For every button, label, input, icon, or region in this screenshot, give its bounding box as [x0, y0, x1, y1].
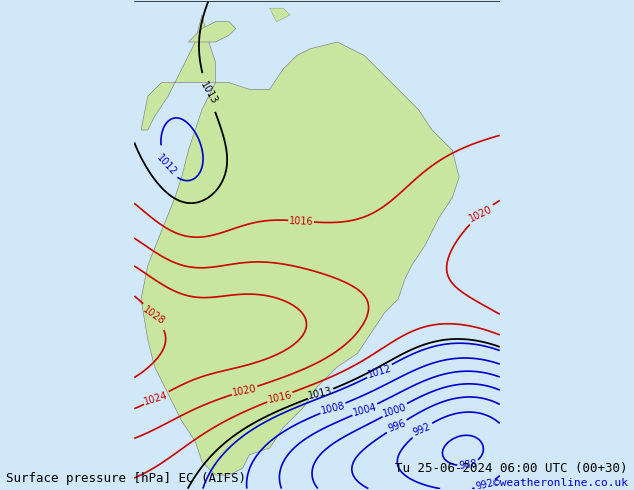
- Text: 1028: 1028: [141, 304, 167, 326]
- Text: 1016: 1016: [288, 216, 313, 227]
- Polygon shape: [141, 15, 459, 475]
- Text: 988: 988: [458, 459, 477, 471]
- Polygon shape: [269, 8, 290, 22]
- Text: 1013: 1013: [198, 80, 219, 106]
- Text: 992: 992: [475, 478, 495, 490]
- Text: 1012: 1012: [366, 363, 393, 380]
- Text: 1012: 1012: [155, 152, 179, 177]
- Polygon shape: [188, 22, 236, 42]
- Text: ©weatheronline.co.uk: ©weatheronline.co.uk: [493, 478, 628, 488]
- Text: 992: 992: [411, 421, 432, 438]
- Text: Surface pressure [hPa] EC (AIFS): Surface pressure [hPa] EC (AIFS): [6, 472, 247, 485]
- Text: Tu 25-06-2024 06:00 UTC (00+30): Tu 25-06-2024 06:00 UTC (00+30): [395, 462, 628, 475]
- Text: 996: 996: [386, 418, 407, 434]
- Text: 1013: 1013: [307, 386, 333, 401]
- Text: 1024: 1024: [143, 390, 169, 406]
- Text: 1020: 1020: [231, 383, 257, 398]
- Text: 1016: 1016: [267, 390, 293, 405]
- Text: 1004: 1004: [352, 402, 378, 417]
- Text: 1008: 1008: [320, 400, 346, 416]
- Text: 1020: 1020: [468, 204, 495, 224]
- Text: 1000: 1000: [382, 402, 408, 418]
